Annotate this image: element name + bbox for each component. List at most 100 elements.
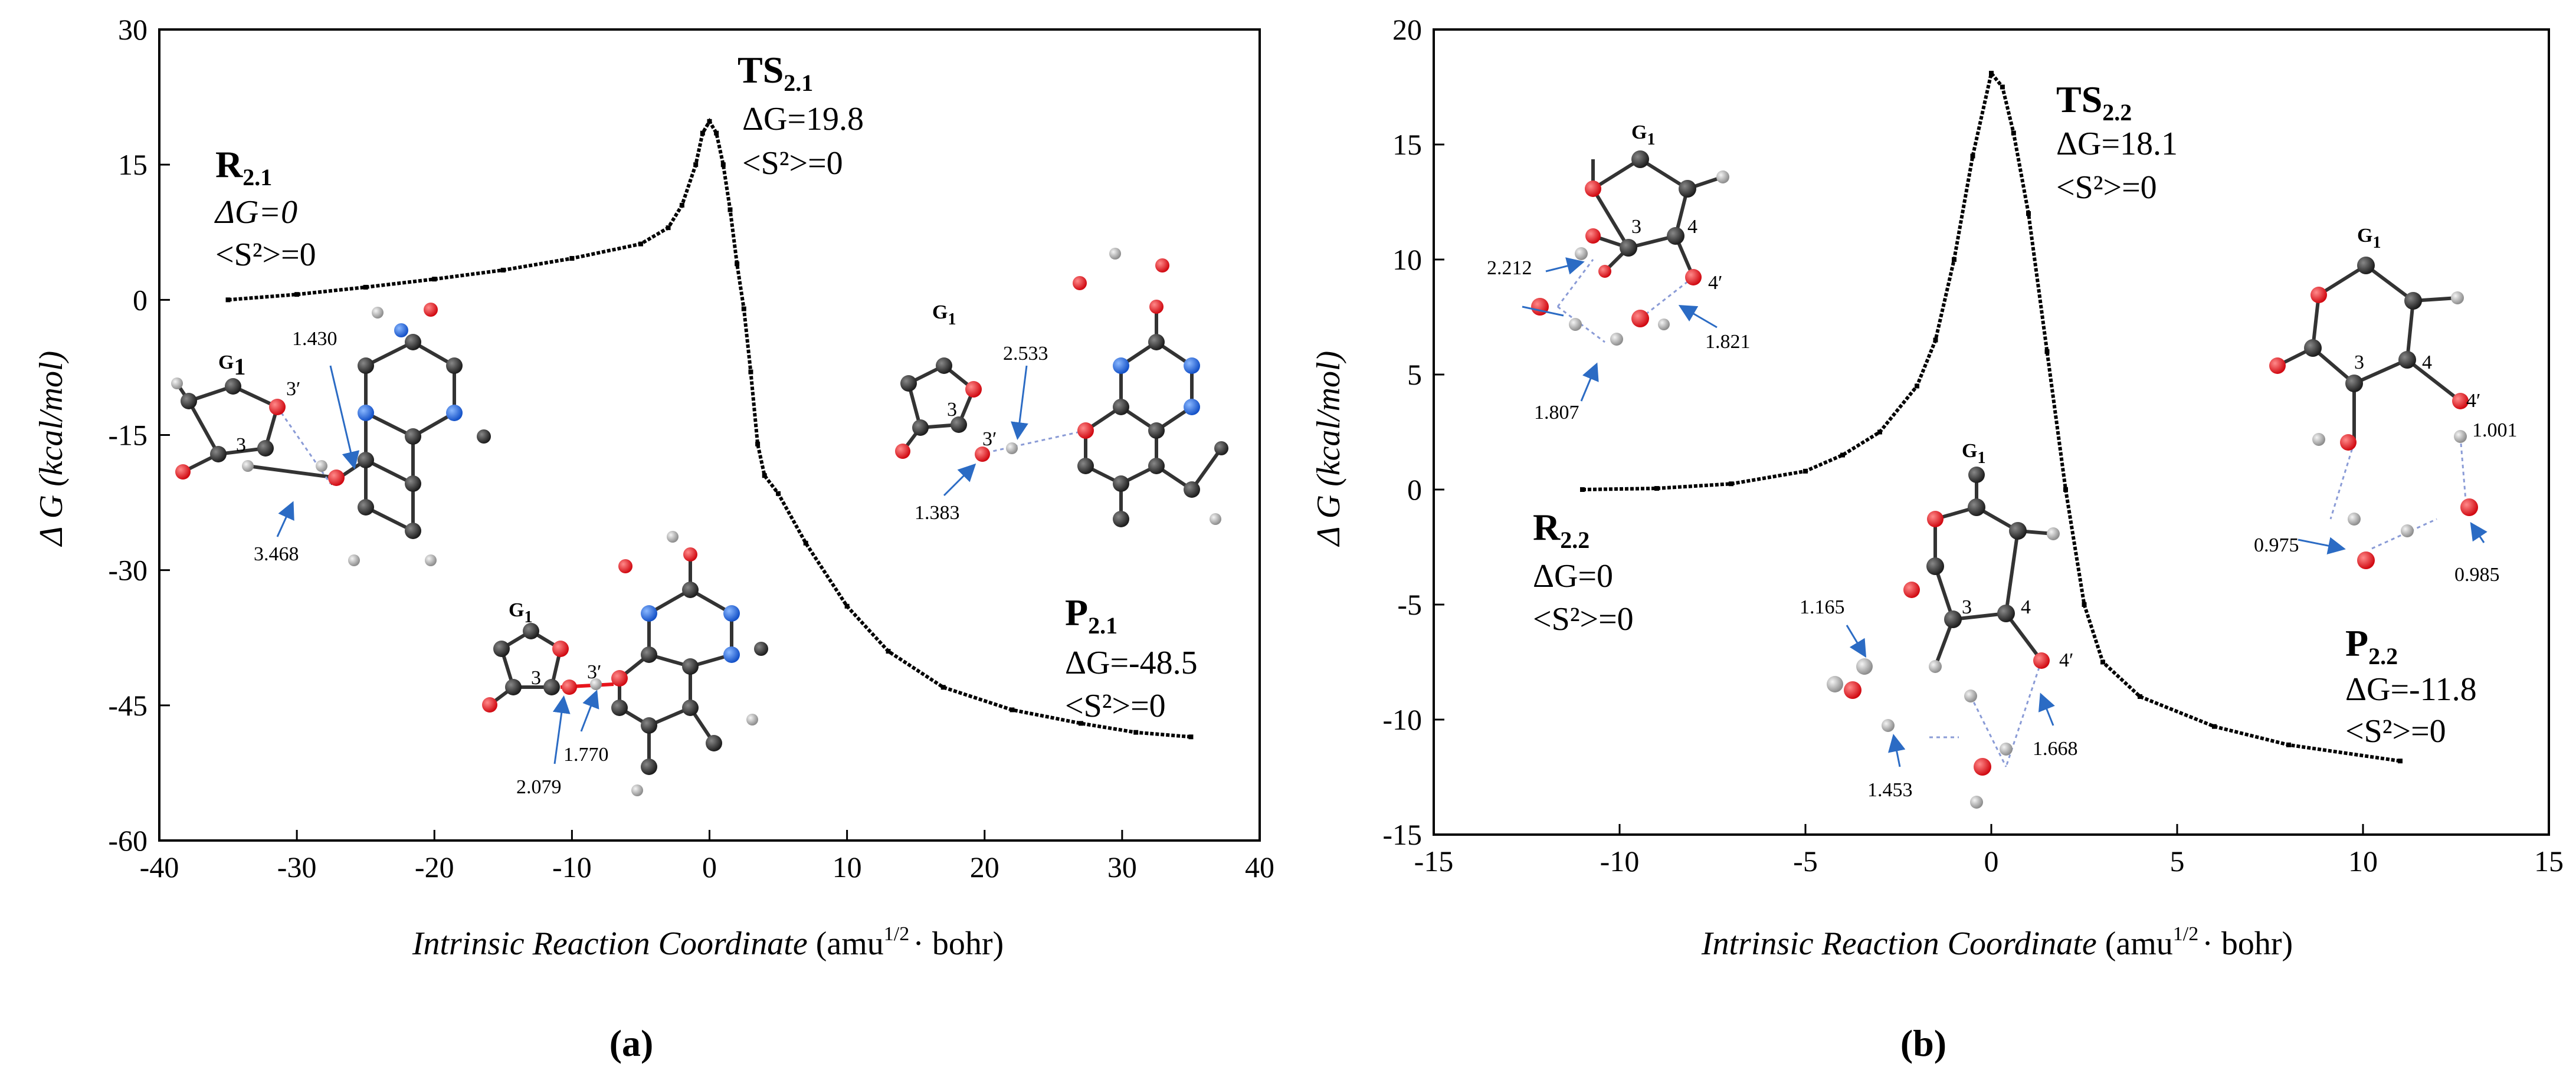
panel-a-y-tick-label: -60 xyxy=(108,824,148,857)
panel-b-xlabel: Intrinsic Reaction Coordinate xyxy=(1701,925,2097,962)
panel-b-annotation-ts: TS2.2 ΔG=18.1 <S²>=0 xyxy=(2056,78,2178,206)
panel-a-x-tick-label: 30 xyxy=(1107,851,1137,884)
panel-b-chart: -15 -10 -5 0 5 10 15 20 15 10 5 0 -5 -10 -15 G1 3 xyxy=(1310,13,2564,1064)
panel-b-y-tick-label: 5 xyxy=(1407,358,1422,391)
panel-b-x-tick-label: 5 xyxy=(2170,845,2185,878)
svg-text:3: 3 xyxy=(947,399,957,421)
svg-text:Intrinsic Reaction Coordinate(: Intrinsic Reaction Coordinate (amu1/2 · bo… xyxy=(1701,923,2293,962)
panel-b-data-point xyxy=(1877,429,1882,435)
panel-a-data-point xyxy=(1010,707,1015,713)
panel-a-data-point xyxy=(569,256,575,261)
svg-text:G1: G1 xyxy=(1962,440,1985,467)
panel-b-r-sub: 2.2 xyxy=(1560,527,1589,553)
panel-b-reactant-structure: G1 3 4 4′ 2.212 1.821 1.807 xyxy=(1487,122,1751,423)
panel-b-ts-sub: 2.2 xyxy=(2102,99,2132,126)
svg-text:3: 3 xyxy=(2354,352,2364,373)
panel-a-x-tick-label: -30 xyxy=(277,851,317,884)
panel-a-xlabel-units: (amu xyxy=(816,925,884,962)
panel-b-data-point xyxy=(2212,724,2217,729)
panel-b-ts-s2: <S²>=0 xyxy=(2056,169,2157,206)
panel-b-axes: -15 -10 -5 0 5 10 15 20 15 10 5 0 -5 -10 -15 xyxy=(1382,13,2564,878)
panel-a-dist-1: 1.430 xyxy=(292,328,337,350)
panel-a-chart: -40 -30 -20 -10 0 10 20 30 40 30 15 0 -15 -30 -45 -60 xyxy=(33,13,1274,1064)
panel-a-y-tick-label: -30 xyxy=(108,554,148,587)
panel-b-data-point xyxy=(2026,211,2031,216)
panel-a-axes: -40 -30 -20 -10 0 10 20 30 40 30 15 0 -15 -30 -45 -60 xyxy=(108,13,1274,884)
panel-b-p-label: P xyxy=(2345,622,2368,664)
panel-a-ts-label: TS xyxy=(738,49,784,91)
panel-a-data-point xyxy=(1188,734,1194,740)
svg-text:3: 3 xyxy=(1631,216,1641,238)
panel-a-dist-2: 3.468 xyxy=(254,543,299,565)
panel-a-xlabel-end: · bohr) xyxy=(913,925,1004,962)
panel-a-data-point xyxy=(363,284,368,290)
panel-b-y-tick-label: 20 xyxy=(1392,13,1422,46)
panel-b-y-tick-label: -10 xyxy=(1382,703,1422,736)
panel-a-data-point xyxy=(803,540,808,546)
svg-text:R2.2: R2.2 xyxy=(1533,506,1589,553)
panel-a-r-s2: <S²>=0 xyxy=(215,237,316,273)
panel-a-y-tick-label: 0 xyxy=(133,283,148,316)
panel-a-ts-sub: 2.1 xyxy=(784,70,813,96)
svg-text:G1: G1 xyxy=(2357,225,2381,252)
panel-b-x-tick-label: -15 xyxy=(1414,845,1454,878)
panel-a-xlabel: Intrinsic Reaction Coordinate xyxy=(412,925,808,962)
panel-a-ts-structure: G1 3 3′ 2.079 1.770 xyxy=(482,531,768,798)
panel-a-y-tick-label: 30 xyxy=(118,13,148,46)
svg-text:4′: 4′ xyxy=(2059,649,2073,671)
panel-a-data-point xyxy=(940,685,946,690)
panel-a-data-point xyxy=(762,473,767,478)
panel-b-data-point xyxy=(1915,383,1919,389)
panel-a-data-point xyxy=(755,441,761,447)
panel-a-data-point xyxy=(700,130,705,136)
panel-b-p-dg: ΔG=-11.8 xyxy=(2345,671,2477,708)
panel-b-data-point xyxy=(1729,481,1733,487)
panel-a-x-tick-label: 40 xyxy=(1245,851,1274,884)
panel-b-dist-2: 1.821 xyxy=(1705,331,1751,353)
panel-b-data-point xyxy=(2044,349,2050,354)
panel-b-x-tick-label: 15 xyxy=(2534,845,2564,878)
svg-text:TS2.1: TS2.1 xyxy=(738,49,813,96)
panel-b-data-point xyxy=(1952,257,1956,262)
svg-text:G1: G1 xyxy=(1631,122,1655,149)
panel-b-dist-1: 2.212 xyxy=(1487,257,1532,279)
panel-a-p-label: P xyxy=(1065,592,1088,633)
panel-b-data-point xyxy=(2398,759,2403,764)
panel-a-xlabel-sup: 1/2 xyxy=(884,923,909,945)
panel-a-x-tick-label: -10 xyxy=(552,851,592,884)
panel-a-data-point xyxy=(727,207,733,212)
panel-b-data-point xyxy=(2100,659,2105,665)
panel-b-data-point xyxy=(1580,487,1585,492)
svg-text:3′: 3′ xyxy=(982,428,997,450)
panel-a-data-point xyxy=(693,162,699,168)
svg-text:4′: 4′ xyxy=(1708,272,1722,294)
panel-b-dist-4: 1.165 xyxy=(1800,596,1845,618)
panel-a-annotation-product: P2.1 ΔG=-48.5 <S²>=0 xyxy=(1065,592,1198,724)
panel-a-r-dg: ΔG=0 xyxy=(214,194,297,231)
panel-b-y-tick-label: 15 xyxy=(1392,128,1422,161)
panel-b-p-s2: <S²>=0 xyxy=(2345,713,2446,750)
panel-a-label: (a) xyxy=(609,1022,654,1064)
panel-b-r-label: R xyxy=(1533,506,1561,548)
svg-text:3: 3 xyxy=(1962,596,1972,618)
panel-a-r-label: R xyxy=(215,143,243,185)
panel-b-x-tick-label: -10 xyxy=(1600,845,1640,878)
panel-b-curve-group xyxy=(1580,69,2403,764)
panel-b-x-tick-label: -5 xyxy=(1793,845,1818,878)
panel-b-product-structure: G1 3 4 4′ 1.001 0.975 0.985 xyxy=(2254,225,2518,586)
panel-b-annotation-reactant: R2.2 ΔG=0 <S²>=0 xyxy=(1533,506,1634,638)
panel-b-xlabel-end: · bohr) xyxy=(2202,925,2293,962)
panel-b-y-tick-label: 10 xyxy=(1392,243,1422,276)
panel-a-product-structure: G1 3 3′ 2.533 1.383 xyxy=(895,248,1228,527)
panel-b-dist-9: 0.985 xyxy=(2454,564,2500,586)
panel-a-x-tick-label: 0 xyxy=(702,851,717,884)
panel-b-x-axis-title: Intrinsic Reaction Coordinate (amu1/2 · bo… xyxy=(1701,923,2293,962)
panel-a-p-sub: 2.1 xyxy=(1088,612,1117,639)
panel-a-data-point xyxy=(679,202,684,208)
panel-b-ts-label: TS xyxy=(2056,78,2102,120)
panel-a-data-point xyxy=(741,306,746,311)
panel-b-data-point xyxy=(2000,84,2005,90)
panel-b-dist-3: 1.807 xyxy=(1534,402,1579,423)
panel-b-dist-8: 0.975 xyxy=(2254,534,2299,556)
svg-text:P2.1: P2.1 xyxy=(1065,592,1117,639)
